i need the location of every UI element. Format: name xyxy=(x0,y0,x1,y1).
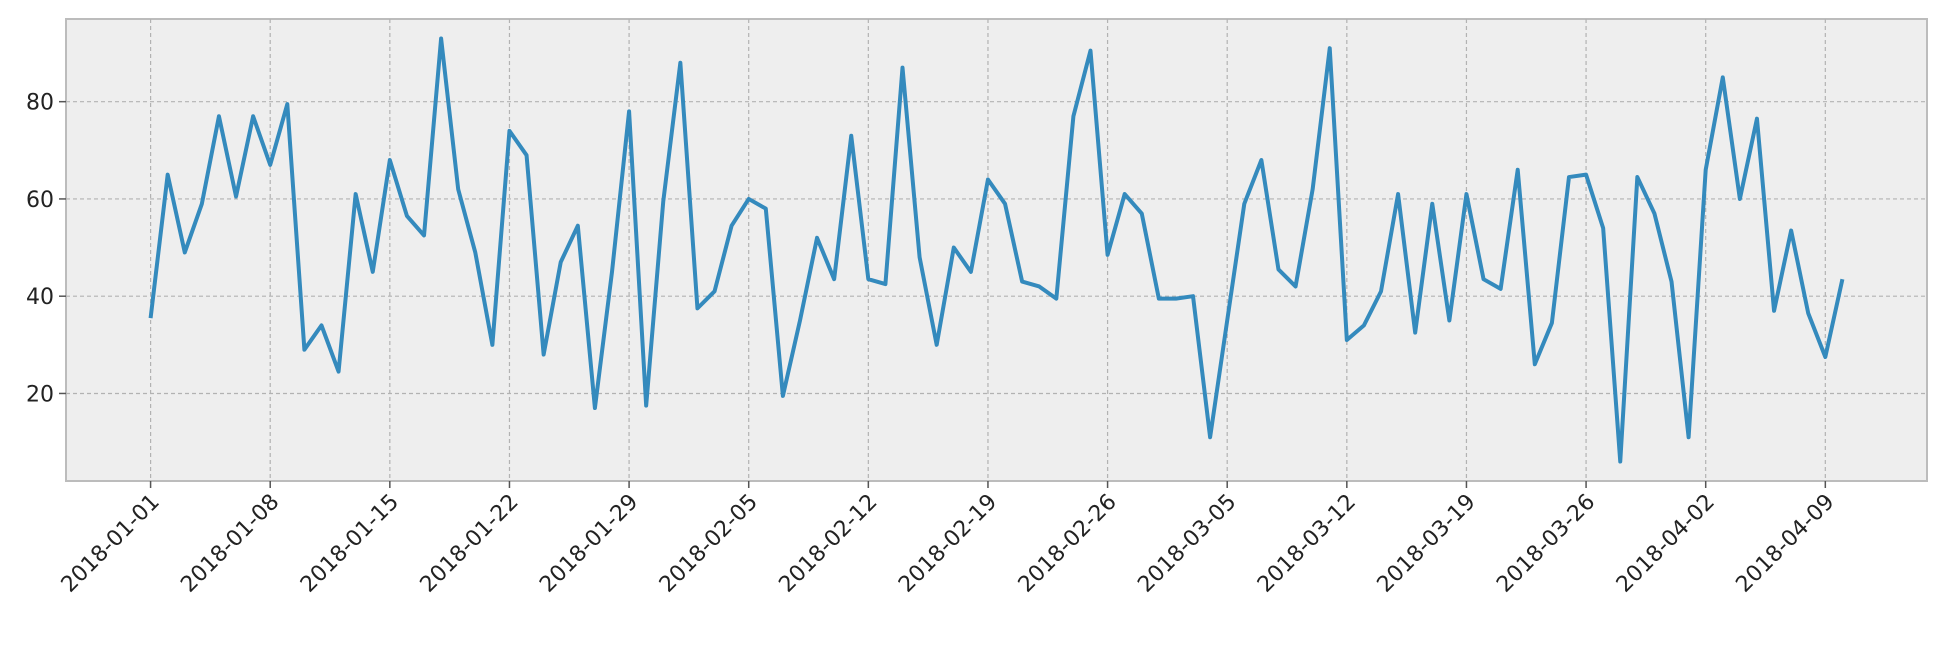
y-axis: 20 40 60 80 xyxy=(26,91,66,407)
x-tick-label: 2018-01-01 xyxy=(57,490,165,598)
series-layer xyxy=(148,36,1845,464)
x-axis: 2018-01-01 2018-01-08 2018-01-15 2018-01-22… xyxy=(57,481,1840,598)
x-tick-label: 2018-01-08 xyxy=(176,490,284,598)
x-tick-label: 2018-04-09 xyxy=(1731,490,1839,598)
x-tick-label: 2018-03-26 xyxy=(1492,490,1600,598)
series-line xyxy=(148,36,1845,464)
x-tick-label: 2018-02-26 xyxy=(1014,490,1122,598)
x-tick-label: 2018-03-12 xyxy=(1253,490,1361,598)
y-tick-label: 40 xyxy=(26,285,54,310)
x-tick-label: 2018-03-19 xyxy=(1373,490,1481,598)
y-tick-label: 80 xyxy=(26,91,54,116)
y-tick-label: 60 xyxy=(26,188,54,213)
x-tick-label: 2018-02-19 xyxy=(894,490,1002,598)
x-tick-label: 2018-04-02 xyxy=(1612,490,1720,598)
x-tick-label: 2018-02-05 xyxy=(655,490,763,598)
x-tick-label: 2018-01-22 xyxy=(416,490,524,598)
x-tick-label: 2018-02-12 xyxy=(774,490,882,598)
y-tick-label: 20 xyxy=(26,382,54,407)
x-tick-label: 2018-01-15 xyxy=(296,490,404,598)
x-tick-label: 2018-03-05 xyxy=(1133,490,1241,598)
plot-area xyxy=(65,18,1928,482)
x-tick-label: 2018-01-29 xyxy=(535,490,643,598)
